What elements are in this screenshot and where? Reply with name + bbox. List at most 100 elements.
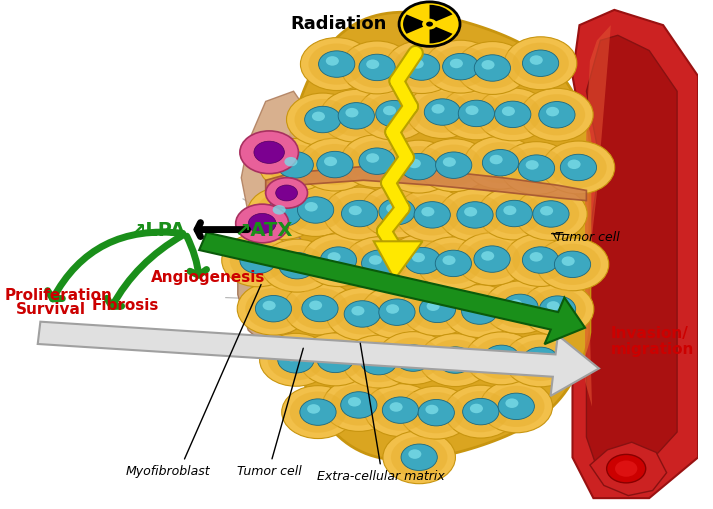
Circle shape	[528, 95, 585, 136]
Circle shape	[312, 112, 325, 122]
Circle shape	[324, 157, 337, 167]
Circle shape	[461, 298, 498, 325]
Circle shape	[443, 285, 516, 338]
Circle shape	[361, 349, 397, 375]
Circle shape	[426, 405, 438, 414]
Circle shape	[440, 88, 513, 140]
Circle shape	[394, 47, 450, 89]
Circle shape	[431, 105, 445, 115]
Circle shape	[255, 296, 292, 322]
Wedge shape	[403, 15, 429, 35]
Circle shape	[349, 206, 361, 216]
Circle shape	[307, 404, 320, 414]
Circle shape	[391, 437, 448, 478]
Circle shape	[408, 159, 421, 169]
Circle shape	[245, 289, 302, 330]
Circle shape	[322, 379, 395, 432]
Circle shape	[539, 102, 575, 129]
Circle shape	[481, 251, 494, 261]
Circle shape	[496, 201, 533, 228]
Text: Angiogenesis: Angiogenesis	[150, 270, 265, 285]
Circle shape	[521, 283, 594, 336]
Circle shape	[443, 158, 456, 167]
Circle shape	[265, 201, 302, 227]
Circle shape	[422, 20, 437, 31]
Circle shape	[544, 244, 601, 286]
Text: Survival: Survival	[16, 302, 86, 317]
Circle shape	[323, 188, 396, 241]
Circle shape	[444, 385, 517, 438]
Circle shape	[379, 299, 415, 326]
Circle shape	[474, 246, 511, 273]
Circle shape	[492, 287, 548, 328]
Circle shape	[421, 208, 434, 217]
Circle shape	[302, 234, 375, 287]
Circle shape	[342, 335, 415, 388]
Circle shape	[294, 100, 351, 141]
Circle shape	[240, 132, 299, 174]
Circle shape	[236, 205, 289, 243]
Circle shape	[408, 392, 465, 434]
Circle shape	[391, 147, 447, 188]
Circle shape	[304, 107, 341, 133]
Circle shape	[297, 197, 334, 224]
Circle shape	[266, 178, 307, 209]
Circle shape	[310, 240, 366, 281]
Circle shape	[523, 194, 579, 235]
Circle shape	[525, 161, 539, 171]
Circle shape	[478, 188, 550, 240]
Circle shape	[425, 243, 482, 285]
Circle shape	[284, 158, 297, 167]
Circle shape	[269, 245, 325, 287]
Circle shape	[529, 289, 586, 330]
Circle shape	[344, 237, 416, 290]
Circle shape	[451, 291, 508, 332]
Circle shape	[466, 106, 478, 116]
Circle shape	[476, 89, 549, 142]
Circle shape	[555, 251, 590, 278]
Circle shape	[319, 52, 355, 78]
Circle shape	[287, 94, 359, 147]
Circle shape	[379, 199, 415, 225]
Circle shape	[437, 347, 473, 374]
Circle shape	[438, 189, 511, 242]
Circle shape	[230, 240, 287, 281]
Circle shape	[349, 48, 406, 89]
Wedge shape	[429, 25, 453, 44]
Circle shape	[348, 397, 361, 407]
Circle shape	[426, 145, 482, 186]
Circle shape	[483, 150, 518, 177]
Circle shape	[512, 240, 569, 281]
Circle shape	[468, 303, 482, 313]
Circle shape	[299, 139, 371, 191]
Circle shape	[386, 304, 399, 314]
Circle shape	[382, 397, 419, 423]
Circle shape	[400, 386, 473, 439]
Circle shape	[484, 281, 556, 334]
Circle shape	[276, 186, 297, 202]
Circle shape	[427, 340, 483, 381]
Circle shape	[463, 239, 520, 280]
Circle shape	[279, 184, 352, 237]
Circle shape	[472, 143, 529, 184]
Circle shape	[361, 186, 434, 239]
Circle shape	[247, 253, 260, 263]
Circle shape	[450, 60, 463, 69]
Circle shape	[486, 193, 543, 235]
Circle shape	[386, 235, 459, 288]
Circle shape	[359, 55, 395, 81]
Circle shape	[317, 152, 353, 179]
Circle shape	[394, 241, 451, 281]
Circle shape	[255, 193, 312, 234]
Circle shape	[383, 431, 456, 484]
Circle shape	[506, 399, 518, 408]
Circle shape	[501, 143, 573, 195]
Circle shape	[396, 189, 468, 242]
Circle shape	[366, 154, 379, 163]
Circle shape	[331, 385, 387, 426]
Polygon shape	[38, 322, 599, 396]
Circle shape	[530, 252, 543, 262]
Circle shape	[309, 44, 365, 86]
Circle shape	[376, 101, 412, 128]
Circle shape	[344, 301, 381, 327]
